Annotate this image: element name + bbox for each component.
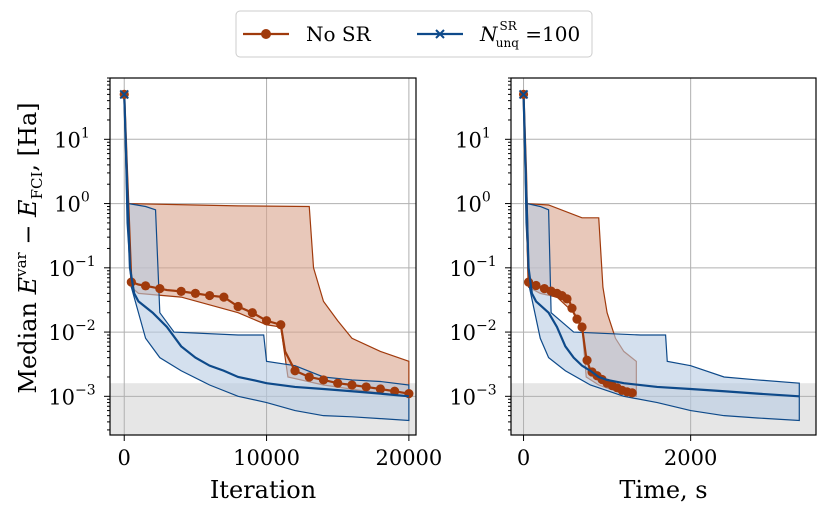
y-tick-label-exp: 1 — [81, 125, 90, 141]
y-axis-label-unit: , [Ha] — [14, 102, 42, 171]
marker-nosr — [205, 290, 215, 301]
y-tick-label-exp: 1 — [482, 125, 491, 141]
band-sr — [123, 94, 410, 422]
x-axis-label: Iteration — [210, 476, 316, 504]
marker-nosr — [572, 314, 582, 324]
legend-label-sr-base: N — [479, 22, 499, 46]
axes-frame — [510, 77, 817, 436]
y-axis-label-e1: E — [14, 276, 42, 295]
y-axis-label-e2: E — [14, 199, 42, 218]
y-tick-label: 100 — [455, 190, 491, 217]
marker-nosr — [247, 308, 257, 318]
legend-label-nosr: No SR — [306, 22, 372, 46]
start-marker-sr — [119, 89, 129, 100]
axes-frame — [109, 77, 417, 436]
marker-nosr — [155, 284, 165, 294]
marker-nosr — [390, 386, 400, 396]
y-tick-label-base: 10 — [449, 385, 476, 409]
x-tick-label: 10000 — [233, 446, 300, 470]
x-tick-label: 20000 — [375, 446, 442, 470]
marker-nosr — [190, 288, 200, 298]
x-tick-label: 0 — [118, 446, 131, 470]
marker-nosr — [582, 355, 592, 365]
marker-nosr — [577, 322, 587, 332]
y-tick-label: 101 — [54, 125, 90, 152]
y-tick-label: 10−2 — [449, 318, 496, 345]
y-tick-label-exp: −3 — [476, 382, 497, 398]
marker-nosr — [233, 301, 243, 312]
marker-nosr — [261, 316, 272, 326]
marker-nosr — [347, 380, 357, 390]
legend-label-sr-suffix: =100 — [519, 22, 580, 46]
marker-nosr — [562, 294, 572, 304]
marker-nosr — [219, 292, 229, 302]
median-line-sr — [123, 94, 409, 398]
y-tick-label-base: 10 — [54, 193, 81, 217]
marker-nosr — [567, 303, 577, 313]
marker-nosr — [333, 378, 343, 388]
y-tick-label-exp: 0 — [482, 190, 491, 206]
y-tick-label-base: 10 — [449, 321, 476, 345]
y-tick-label-exp: −1 — [75, 254, 96, 270]
x-tick-label: 2000 — [664, 446, 717, 470]
y-tick-label-base: 10 — [455, 128, 482, 152]
y-tick-label-base: 10 — [449, 257, 476, 281]
marker-nosr — [627, 388, 637, 398]
marker-nosr — [318, 375, 329, 385]
y-tick-label: 10−2 — [48, 318, 95, 345]
y-axis-label: Median Evar − EFCI, [Ha] — [12, 102, 46, 393]
y-tick-label-base: 10 — [455, 193, 482, 217]
y-tick-label: 10−1 — [449, 254, 496, 281]
start-marker-sr — [518, 89, 529, 100]
legend-marker-sr — [435, 29, 445, 39]
y-axis-label-minus: − — [14, 217, 42, 252]
legend-marker-nosr — [261, 29, 271, 39]
median-line-sr — [522, 94, 800, 398]
y-axis-label-sup1: var — [12, 251, 30, 277]
y-tick-label: 10−3 — [449, 382, 496, 409]
x-axis-label: Time, s — [619, 476, 707, 504]
y-tick-label-base: 10 — [48, 321, 75, 345]
y-tick-label-exp: −2 — [75, 318, 96, 334]
marker-nosr — [361, 382, 371, 392]
y-tick-label-base: 10 — [48, 385, 75, 409]
y-tick-label: 100 — [54, 190, 90, 217]
y-tick-label-base: 10 — [48, 257, 75, 281]
y-tick-label-exp: −2 — [476, 318, 497, 334]
marker-nosr — [176, 286, 186, 296]
marker-nosr — [531, 280, 541, 291]
y-axis-label-sub2: FCI — [28, 172, 46, 200]
marker-nosr — [276, 320, 286, 330]
y-tick-label-exp: 0 — [81, 190, 90, 206]
band-sr — [522, 94, 800, 422]
marker-nosr — [140, 281, 151, 291]
y-tick-label: 10−3 — [48, 382, 95, 409]
legend-frame — [235, 10, 593, 58]
y-tick-label: 101 — [455, 125, 491, 152]
legend-label-sr-sup: SR — [500, 19, 518, 33]
y-tick-label-exp: −1 — [476, 254, 497, 270]
legend: No SR N SR unq =100 — [235, 10, 593, 58]
marker-nosr — [290, 366, 300, 376]
marker-nosr — [375, 384, 386, 394]
marker-nosr — [304, 372, 314, 382]
y-tick-label: 10−1 — [48, 254, 95, 281]
legend-label-sr: N SR unq =100 — [479, 19, 580, 50]
y-tick-label-exp: −3 — [75, 382, 96, 398]
y-axis-label-prefix: Median — [14, 294, 42, 393]
legend-label-sr-sub: unq — [496, 36, 519, 50]
x-tick-label: 0 — [517, 446, 530, 470]
y-tick-label-base: 10 — [54, 128, 81, 152]
